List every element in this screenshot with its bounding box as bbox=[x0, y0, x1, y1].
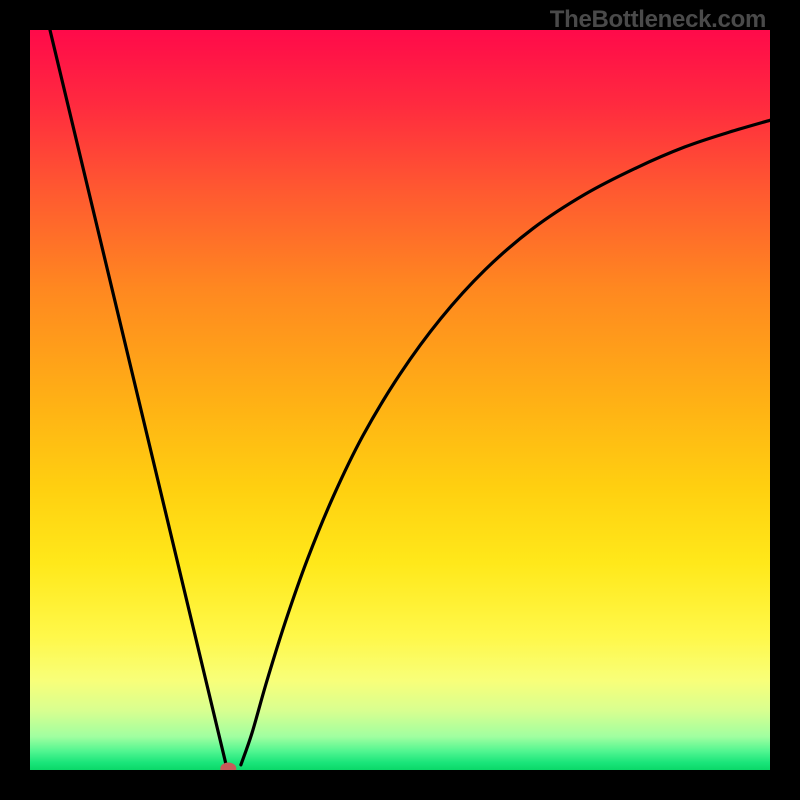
plot-area bbox=[30, 30, 770, 770]
minimum-marker bbox=[220, 763, 236, 770]
chart-container: TheBottleneck.com bbox=[0, 0, 800, 800]
curve-layer bbox=[30, 30, 770, 770]
left-branch-line bbox=[50, 30, 226, 765]
watermark-text: TheBottleneck.com bbox=[550, 6, 766, 34]
right-branch-curve bbox=[241, 120, 770, 765]
